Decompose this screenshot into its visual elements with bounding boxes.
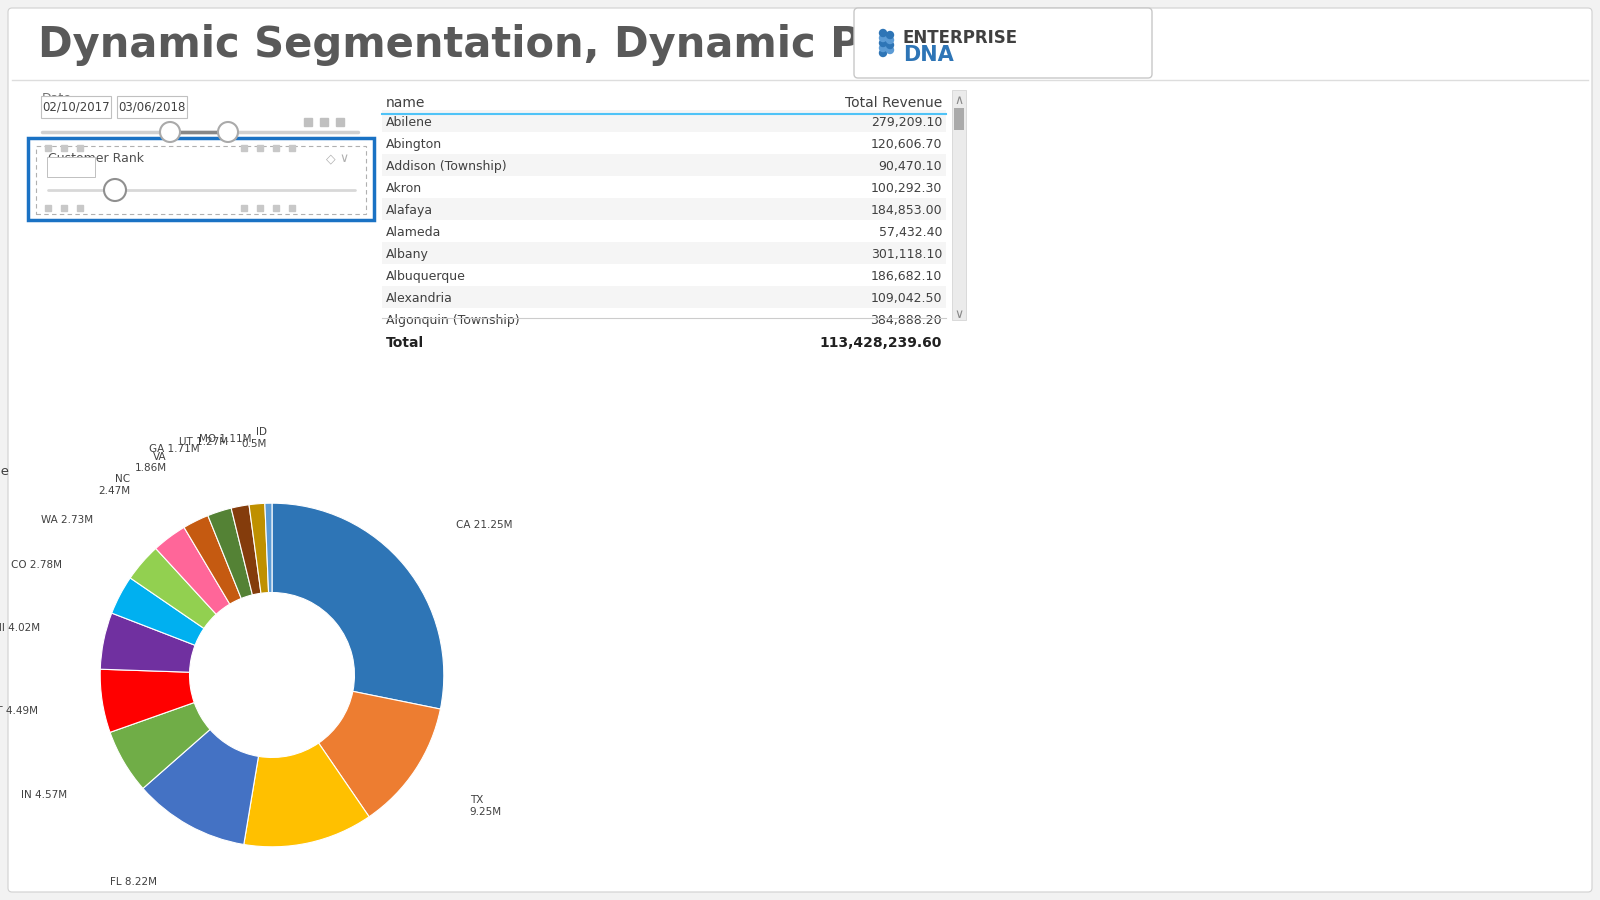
Bar — [952, 90, 966, 320]
Wedge shape — [184, 516, 242, 604]
Text: Abilene: Abilene — [386, 116, 432, 129]
Circle shape — [104, 179, 126, 201]
Text: 301,118.10: 301,118.10 — [870, 248, 942, 261]
Text: UT 1.27M: UT 1.27M — [179, 437, 227, 447]
Circle shape — [880, 34, 886, 41]
Text: Akron: Akron — [386, 182, 422, 195]
Text: 113,428,239.60: 113,428,239.60 — [819, 336, 942, 350]
Text: 279,209.10: 279,209.10 — [870, 116, 942, 129]
Wedge shape — [243, 743, 370, 847]
Text: 109,042.50: 109,042.50 — [870, 292, 942, 305]
Wedge shape — [250, 503, 269, 593]
Text: GA 1.71M: GA 1.71M — [149, 445, 200, 455]
Wedge shape — [112, 578, 203, 645]
Text: MI 4.02M: MI 4.02M — [0, 623, 40, 633]
Circle shape — [886, 41, 893, 49]
Bar — [382, 110, 946, 132]
Circle shape — [880, 44, 886, 51]
Bar — [382, 286, 946, 308]
Circle shape — [880, 50, 886, 57]
Text: 02/10/2017: 02/10/2017 — [42, 101, 110, 113]
Circle shape — [218, 122, 238, 142]
Wedge shape — [208, 508, 253, 598]
Text: Addison (Township): Addison (Township) — [386, 160, 507, 173]
Wedge shape — [230, 505, 261, 595]
Circle shape — [880, 30, 886, 37]
Circle shape — [886, 32, 893, 39]
Text: 384,888.20: 384,888.20 — [870, 314, 942, 327]
Text: NC
2.47M: NC 2.47M — [98, 474, 130, 496]
Wedge shape — [110, 703, 210, 788]
FancyBboxPatch shape — [117, 96, 187, 118]
Text: DNA: DNA — [902, 45, 954, 65]
Text: ENTERPRISE: ENTERPRISE — [902, 29, 1018, 47]
Text: TX
9.25M: TX 9.25M — [470, 795, 502, 816]
Text: Dynamic Segmentation, Dynamic Parameters: Dynamic Segmentation, Dynamic Parameters — [38, 24, 1101, 66]
Wedge shape — [142, 729, 259, 844]
Text: Albany: Albany — [386, 248, 429, 261]
Text: Customer Rank: Customer Rank — [48, 152, 144, 165]
Text: MO 1.11M: MO 1.11M — [198, 434, 251, 444]
Bar — [382, 242, 946, 264]
Text: Alameda: Alameda — [386, 226, 442, 239]
Text: Total Revenue: Total Revenue — [845, 96, 942, 110]
FancyBboxPatch shape — [8, 8, 1592, 892]
Text: ID
0.5M: ID 0.5M — [242, 428, 267, 449]
Circle shape — [880, 40, 886, 47]
Wedge shape — [266, 503, 272, 592]
FancyBboxPatch shape — [854, 8, 1152, 78]
Text: ∧: ∧ — [955, 94, 963, 107]
Wedge shape — [130, 548, 216, 628]
Bar — [954, 108, 963, 130]
Text: CA 21.25M: CA 21.25M — [456, 520, 512, 530]
Wedge shape — [318, 691, 440, 816]
Wedge shape — [155, 527, 230, 615]
Text: name: name — [386, 96, 426, 110]
Text: 90,470.10: 90,470.10 — [878, 160, 942, 173]
Text: CT 4.49M: CT 4.49M — [0, 706, 38, 716]
FancyBboxPatch shape — [46, 157, 94, 177]
Bar — [382, 154, 946, 176]
Text: Total: Total — [386, 336, 424, 350]
Text: Algonquin (Township): Algonquin (Township) — [386, 314, 520, 327]
Text: 4: 4 — [54, 160, 64, 174]
Bar — [382, 132, 946, 154]
Text: 100,292.30: 100,292.30 — [870, 182, 942, 195]
Text: Abington: Abington — [386, 138, 442, 151]
FancyBboxPatch shape — [42, 96, 110, 118]
Text: CO 2.78M: CO 2.78M — [11, 560, 62, 570]
Bar — [382, 220, 946, 242]
Text: 120,606.70: 120,606.70 — [870, 138, 942, 151]
Text: Date: Date — [42, 92, 72, 105]
Text: Total Revenue by state_code: Total Revenue by state_code — [0, 465, 10, 478]
Bar — [382, 308, 946, 330]
FancyBboxPatch shape — [29, 138, 374, 220]
Text: WA 2.73M: WA 2.73M — [40, 515, 93, 525]
Text: ∨: ∨ — [955, 308, 963, 321]
Circle shape — [886, 37, 893, 43]
Text: 184,853.00: 184,853.00 — [870, 204, 942, 217]
Text: VA
1.86M: VA 1.86M — [134, 452, 166, 473]
Wedge shape — [101, 613, 195, 672]
Wedge shape — [272, 503, 443, 709]
Text: Alafaya: Alafaya — [386, 204, 434, 217]
Bar — [382, 264, 946, 286]
Bar — [382, 198, 946, 220]
Text: ∨: ∨ — [339, 152, 349, 165]
Circle shape — [886, 47, 893, 53]
Text: Albuquerque: Albuquerque — [386, 270, 466, 283]
Text: 03/06/2018: 03/06/2018 — [118, 101, 186, 113]
Text: ◇: ◇ — [326, 152, 336, 165]
Text: FL 8.22M: FL 8.22M — [110, 878, 157, 887]
Bar — [382, 176, 946, 198]
Text: 186,682.10: 186,682.10 — [870, 270, 942, 283]
Text: 57,432.40: 57,432.40 — [878, 226, 942, 239]
Text: Alexandria: Alexandria — [386, 292, 453, 305]
Circle shape — [160, 122, 179, 142]
Wedge shape — [101, 670, 194, 733]
Text: IN 4.57M: IN 4.57M — [21, 790, 67, 800]
